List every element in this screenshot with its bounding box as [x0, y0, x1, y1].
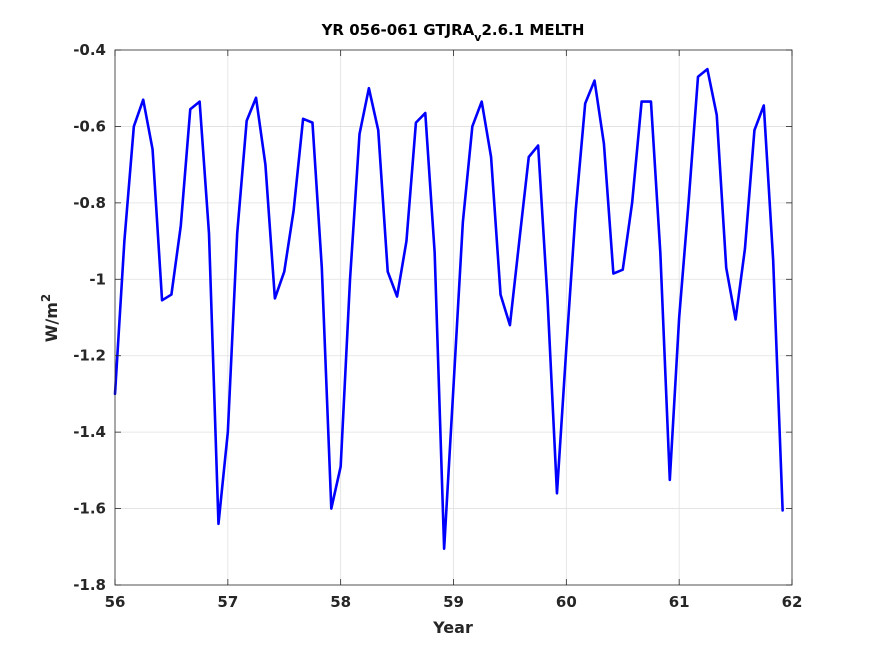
y-tick-label: -1.2	[73, 347, 106, 365]
x-tick-label: 60	[556, 593, 577, 611]
grid-lines	[115, 50, 792, 585]
series-line	[113, 67, 784, 551]
y-tick-labels: -1.8 -1.6 -1.4 -1.2 -1 -0.8 -0.6 -0.4	[73, 41, 106, 594]
series-layer	[113, 67, 784, 551]
x-tick-label: 62	[782, 593, 803, 611]
x-tick-label: 56	[105, 593, 126, 611]
x-tick-label: 58	[330, 593, 351, 611]
y-tick-label: -1.8	[73, 576, 106, 594]
chart-title-subscript: v	[474, 31, 482, 44]
y-tick-label: -1.6	[73, 500, 106, 518]
x-tick-label: 57	[217, 593, 238, 611]
y-tick-label: -1.4	[73, 423, 106, 441]
y-tick-label: -0.4	[73, 41, 106, 59]
y-tick-label: -0.8	[73, 194, 106, 212]
tick-marks	[114, 49, 793, 586]
y-axis-label-base: W/m	[42, 302, 61, 342]
x-axis-label: Year	[432, 618, 473, 637]
x-tick-labels: 56 57 58 59 60 61 62	[105, 593, 803, 611]
x-tick-label: 59	[443, 593, 464, 611]
x-tick-label: 61	[669, 593, 690, 611]
y-axis-label: W/m2	[39, 294, 61, 343]
y-tick-label: -0.6	[73, 117, 106, 135]
chart-title-main: YR 056-061 GTJRA	[321, 21, 475, 39]
y-tick-label: -1	[89, 270, 106, 288]
chart-title: YR 056-061 GTJRAv2.6.1 MELTH	[321, 21, 585, 44]
y-axis-label-superscript: 2	[39, 294, 53, 302]
chart-title-rest: 2.6.1 MELTH	[481, 21, 584, 39]
